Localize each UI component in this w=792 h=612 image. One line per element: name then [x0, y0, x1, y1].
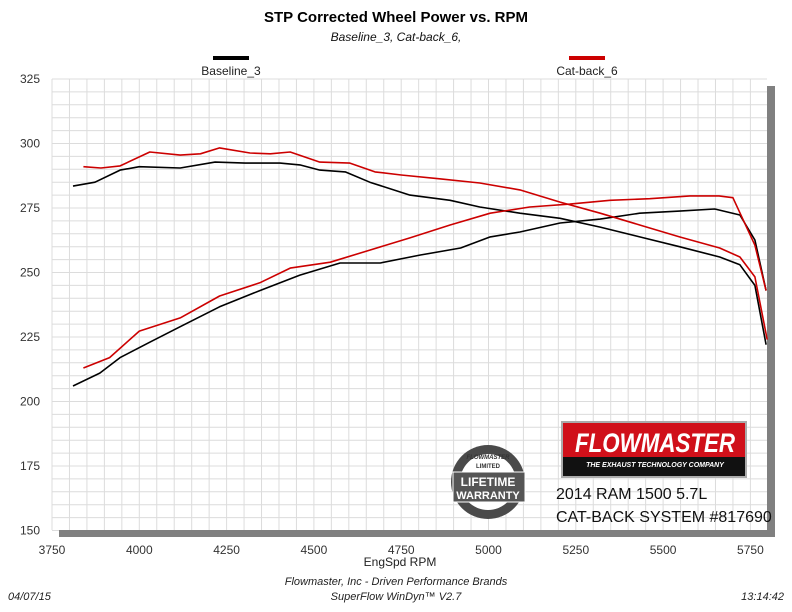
x-tick-label: 5750	[737, 543, 764, 557]
y-axis-bar-right	[767, 86, 775, 537]
series-lines	[72, 147, 768, 387]
x-axis-label: EngSpd RPM	[364, 555, 437, 569]
system-annotation: CAT-BACK SYSTEM #817690	[556, 509, 772, 526]
svg-text:WARRANTY: WARRANTY	[456, 490, 520, 502]
y-tick-label: 275	[20, 201, 40, 215]
series-line-cat-back-6-1	[83, 147, 768, 340]
svg-text:FLOWMASTER: FLOWMASTER	[575, 428, 735, 458]
legend-swatch	[213, 56, 249, 60]
x-tick-label: 4750	[388, 543, 415, 557]
legend: Baseline_3 Cat-back_6	[201, 56, 618, 78]
svg-text:LIFETIME: LIFETIME	[461, 475, 516, 489]
y-tick-label: 200	[20, 395, 40, 409]
y-tick-labels: 150 175 200 225 250 275 300 325	[20, 72, 40, 538]
legend-label: Baseline_3	[201, 64, 261, 78]
legend-label: Cat-back_6	[556, 64, 618, 78]
footer-time: 13:14:42	[741, 591, 784, 603]
chart-title: STP Corrected Wheel Power vs. RPM	[264, 9, 528, 26]
x-axis-bar	[59, 530, 775, 537]
x-tick-label: 4000	[126, 543, 153, 557]
x-tick-label: 4500	[301, 543, 328, 557]
svg-text:THE EXHAUST TECHNOLOGY COMPANY: THE EXHAUST TECHNOLOGY COMPANY	[586, 462, 725, 469]
y-tick-label: 175	[20, 459, 40, 473]
series-line-baseline-3-1	[72, 161, 767, 345]
legend-swatch	[569, 56, 605, 60]
footer-software: SuperFlow WinDyn™ V2.7	[331, 591, 463, 603]
y-tick-label: 325	[20, 72, 40, 86]
svg-text:FLOWMASTER: FLOWMASTER	[467, 455, 511, 461]
y-tick-label: 300	[20, 137, 40, 151]
x-tick-label: 5500	[650, 543, 677, 557]
flowmaster-logo: FLOWMASTER THE EXHAUST TECHNOLOGY COMPAN…	[561, 421, 747, 478]
y-tick-label: 250	[20, 266, 40, 280]
x-tick-labels: 3750 4000 4250 4500 4750 5000 5250 5500 5750	[39, 543, 764, 557]
x-tick-label: 5250	[562, 543, 589, 557]
x-tick-label: 5000	[475, 543, 502, 557]
x-tick-label: 3750	[39, 543, 66, 557]
series-line-baseline-3-2	[72, 208, 767, 387]
footer-company: Flowmaster, Inc - Driven Performance Bra…	[285, 576, 508, 588]
svg-text:LIMITED: LIMITED	[476, 464, 501, 470]
series-line-cat-back-6-2	[83, 195, 767, 369]
chart-subtitle: Baseline_3, Cat-back_6,	[331, 30, 462, 44]
y-tick-label: 225	[20, 330, 40, 344]
y-tick-label: 150	[20, 524, 40, 538]
warranty-badge-logo: LIFETIME WARRANTY FLOWMASTER LIMITED	[451, 445, 526, 519]
x-tick-label: 4250	[213, 543, 240, 557]
footer-date: 04/07/15	[8, 591, 52, 603]
vehicle-annotation: 2014 RAM 1500 5.7L	[556, 486, 707, 503]
